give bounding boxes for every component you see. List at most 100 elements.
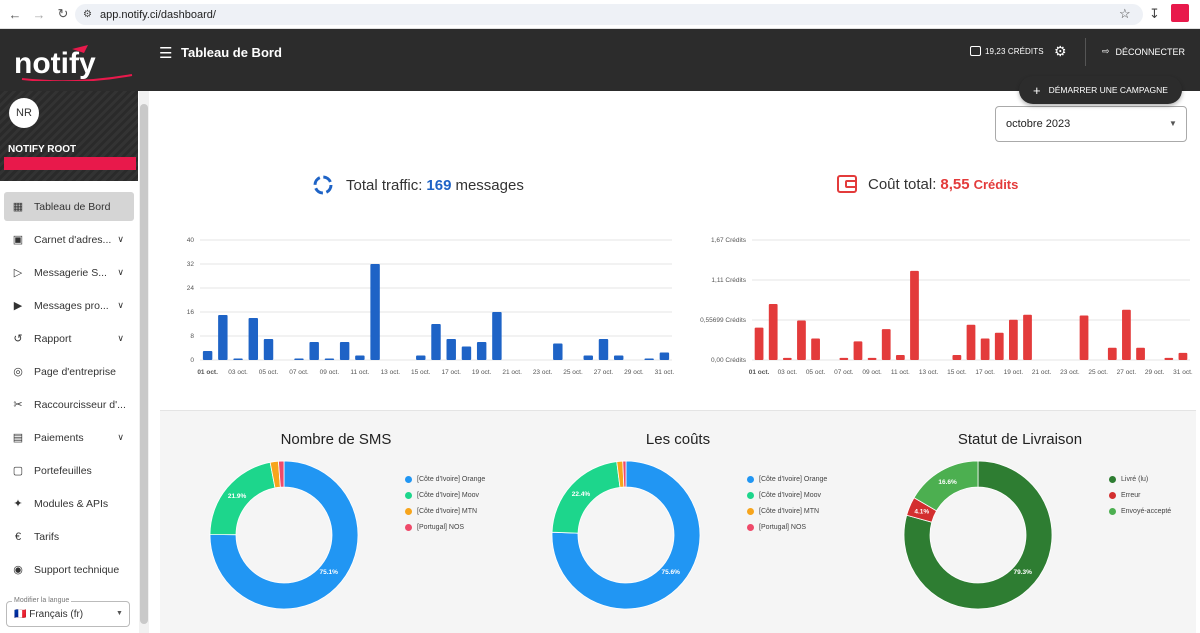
bookmark-star-icon[interactable]: ☆	[1119, 6, 1131, 21]
status-donut-legend: Livré (lu) Erreur Envoyé-accepté	[1109, 471, 1171, 519]
x-tick-label: 21 oct.	[1032, 369, 1052, 376]
scheduled-send-icon: ▶	[13, 300, 23, 312]
legend-item[interactable]: [Côte d'Ivoire] Orange	[747, 471, 827, 487]
x-tick-label: 03 oct.	[228, 369, 248, 376]
language-label: Modifier la langue	[12, 597, 72, 604]
legend-item[interactable]: Erreur	[1109, 487, 1171, 503]
credits-balance[interactable]: 19,23 CRÉDITS	[970, 46, 1044, 56]
legend-swatch	[747, 491, 754, 499]
app-header: notify	[0, 29, 1200, 91]
x-tick-label: 01 oct.	[197, 369, 218, 376]
sidebar-item[interactable]: € Tarifs	[4, 522, 134, 551]
sidebar-item[interactable]: ▶ Messages pro... ∨	[4, 291, 134, 320]
total-traffic-stat: Total traffic: 169 messages	[312, 174, 524, 196]
legend-item[interactable]: [Côte d'Ivoire] Moov	[405, 487, 485, 503]
legend-label: Erreur	[1121, 491, 1141, 499]
download-icon[interactable]: ↧	[1149, 6, 1160, 21]
site-info-icon[interactable]: ⚙	[83, 9, 92, 20]
scissors-icon: ✂	[13, 399, 23, 411]
forward-icon[interactable]: →	[32, 6, 46, 22]
sidebar-item-label: Tarifs	[34, 530, 60, 543]
x-tick-label: 01 oct.	[749, 369, 770, 376]
sidebar-item[interactable]: ▣ Carnet d'adres... ∨	[4, 225, 134, 254]
wallet-icon	[970, 46, 981, 56]
logout-button[interactable]: ⇨ DÉCONNECTER	[1102, 46, 1185, 57]
x-tick-label: 19 oct.	[1004, 369, 1024, 376]
sidebar-item[interactable]: ▦ Tableau de Bord	[4, 192, 134, 221]
x-tick-label: 23 oct.	[1060, 369, 1080, 376]
euro-icon: €	[14, 530, 22, 543]
start-campaign-button[interactable]: + DÉMARRER UNE CAMPAGNE	[1019, 76, 1182, 104]
avatar[interactable]: NR	[9, 98, 39, 128]
reload-icon[interactable]: ↻	[57, 6, 69, 21]
bar	[1107, 347, 1117, 360]
legend-item[interactable]: [Portugal] NOS	[405, 519, 485, 535]
bar	[1136, 347, 1145, 360]
language-value: 🇫🇷 Français (fr)	[14, 609, 84, 620]
legend-item[interactable]: [Côte d'Ivoire] Moov	[747, 487, 827, 503]
legend-label: [Portugal] NOS	[759, 523, 807, 531]
address-bar[interactable]: ⚙ app.notify.ci/dashboard/	[75, 4, 1143, 25]
sms-donut-chart: 75.1% 21.9%	[209, 460, 359, 610]
sidebar-item[interactable]: ✂ Raccourcisseur d'...	[4, 390, 134, 419]
legend-item[interactable]: [Côte d'Ivoire] MTN	[747, 503, 827, 519]
x-tick-label: 15 oct.	[947, 369, 967, 376]
hamburger-menu-icon[interactable]: ☰	[159, 45, 173, 62]
legend-swatch	[405, 507, 412, 515]
settings-gear-icon[interactable]: ⚙	[1054, 43, 1067, 59]
x-tick-label: 09 oct.	[862, 369, 882, 376]
legend-item[interactable]: [Portugal] NOS	[747, 519, 827, 535]
sidebar-item[interactable]: ✦ Modules & APIs	[4, 489, 134, 518]
bar	[768, 303, 778, 360]
cost-donut-title: Les coûts	[645, 431, 711, 448]
x-tick-label: 11 oct.	[350, 369, 369, 376]
x-tick-label: 09 oct.	[320, 369, 340, 376]
bar	[867, 357, 877, 360]
bar	[952, 354, 962, 360]
browser-profile-avatar[interactable]	[1171, 4, 1189, 22]
bar	[218, 315, 228, 360]
sidebar-item[interactable]: ↺ Rapport ∨	[4, 324, 134, 353]
legend-item[interactable]: Envoyé-accepté	[1109, 503, 1171, 519]
credits-text: 19,23 CRÉDITS	[985, 46, 1044, 56]
x-tick-label: 29 oct.	[1145, 369, 1165, 376]
logout-label: DÉCONNECTER	[1115, 46, 1186, 57]
bar	[754, 327, 764, 360]
sidebar-item[interactable]: ▢ Portefeuilles	[4, 456, 134, 485]
contacts-icon: ▣	[12, 234, 24, 246]
bar	[910, 270, 919, 360]
bar	[797, 320, 806, 360]
legend-item[interactable]: Livré (lu)	[1109, 471, 1171, 487]
sidebar-item[interactable]: ▷ Messagerie S... ∨	[4, 258, 134, 287]
history-icon: ↺	[13, 333, 23, 345]
notify-logo[interactable]: notify	[12, 41, 140, 81]
x-tick-label: 07 oct.	[289, 369, 309, 376]
sidebar-scrollbar-thumb[interactable]	[140, 104, 148, 624]
donut-value-label: 75.1%	[319, 569, 338, 576]
legend-item[interactable]: [Côte d'Ivoire] Orange	[405, 471, 485, 487]
legend-item[interactable]: [Côte d'Ivoire] MTN	[405, 503, 485, 519]
legend-swatch	[405, 475, 412, 483]
bar	[233, 358, 243, 360]
bar	[416, 355, 426, 360]
total-cost-stat: Coût total: 8,55 Crédits	[836, 174, 1018, 194]
wallet-icon	[837, 175, 857, 193]
back-icon[interactable]: ←	[8, 6, 22, 22]
bar	[966, 324, 976, 360]
bar	[263, 339, 274, 360]
bar	[324, 358, 335, 360]
sidebar-item-label: Messages pro...	[34, 299, 109, 312]
sidebar-item[interactable]: ◉ Support technique	[4, 555, 134, 584]
bar	[583, 355, 593, 360]
month-select[interactable]: octobre 2023	[995, 106, 1187, 142]
sidebar-item-label: Page d'entreprise	[34, 365, 116, 378]
chevron-down-icon: ∨	[117, 333, 124, 343]
sidebar-item[interactable]: ▤ Paiements ∨	[4, 423, 134, 452]
legend-label: [Côte d'Ivoire] Moov	[417, 491, 480, 499]
bar	[553, 343, 563, 360]
legend-label: [Côte d'Ivoire] Moov	[759, 491, 822, 499]
traffic-value: 169	[426, 176, 452, 194]
start-campaign-label: DÉMARRER UNE CAMPAGNE	[1048, 85, 1168, 95]
x-tick-label: 19 oct.	[472, 369, 492, 376]
sidebar-item[interactable]: ◎ Page d'entreprise	[4, 357, 134, 386]
